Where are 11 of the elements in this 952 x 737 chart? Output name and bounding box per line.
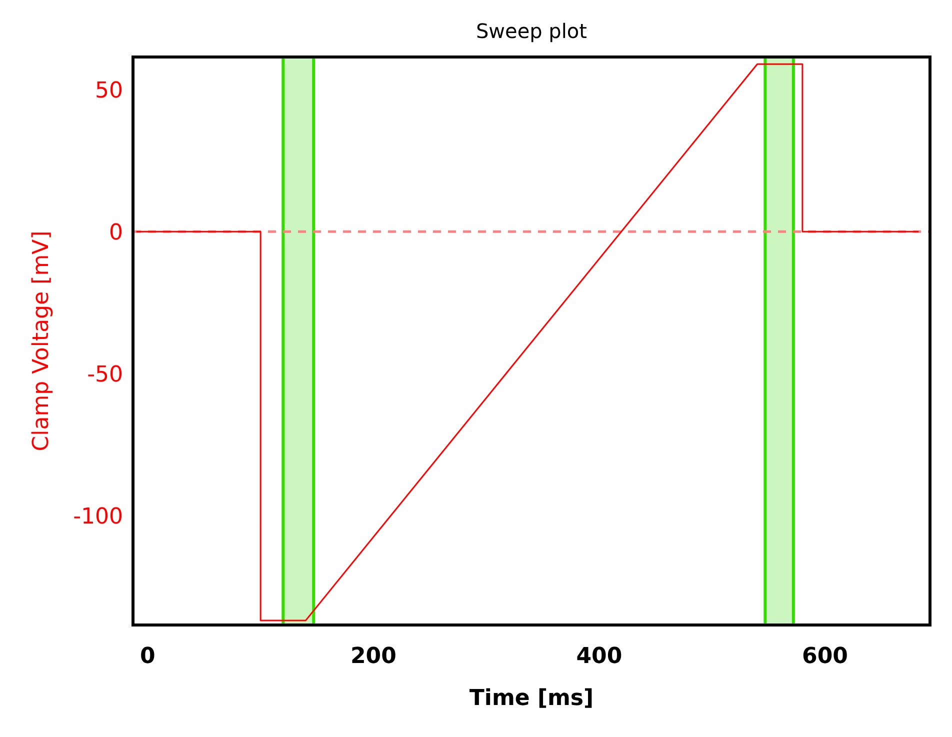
y-tick-label: 50 [95,78,123,104]
chart-title: Sweep plot [476,19,588,43]
y-tick-label: -50 [87,362,123,388]
x-tick-label: 0 [140,644,156,669]
x-tick-label: 600 [802,644,848,669]
x-tick-label: 400 [576,644,622,669]
y-tick-label: -100 [73,504,123,530]
y-axis-title: Clamp Voltage [mV] [29,230,54,452]
x-axis-title: Time [ms] [469,686,594,711]
y-tick-label: 0 [109,220,123,246]
x-tick-label: 200 [350,644,396,669]
